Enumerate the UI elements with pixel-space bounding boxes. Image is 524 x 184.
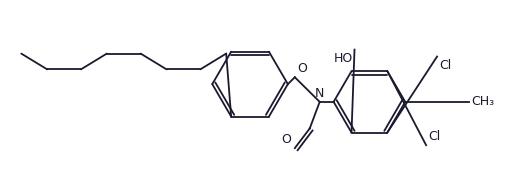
Text: Cl: Cl <box>439 59 451 72</box>
Text: CH₃: CH₃ <box>471 95 494 108</box>
Text: O: O <box>281 133 291 146</box>
Text: Cl: Cl <box>428 130 440 143</box>
Text: N: N <box>315 87 324 100</box>
Text: O: O <box>297 62 307 75</box>
Text: HO: HO <box>333 52 353 65</box>
